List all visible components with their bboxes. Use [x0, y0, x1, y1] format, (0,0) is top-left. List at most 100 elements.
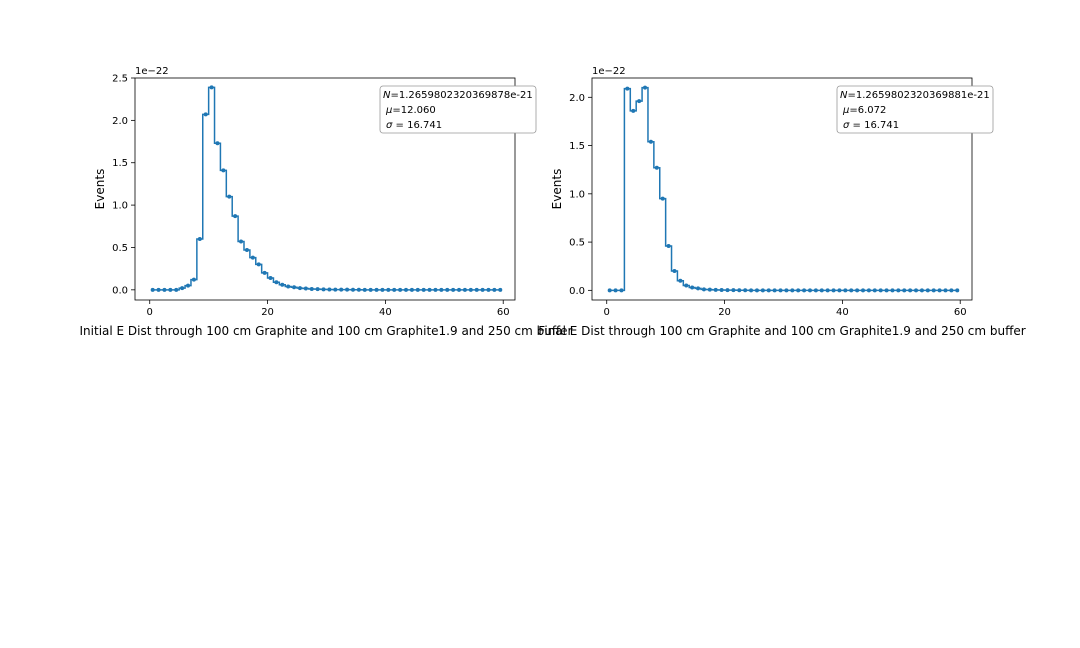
y-tick-label: 2.5	[112, 74, 128, 85]
stats-line: μ=12.060	[385, 105, 436, 116]
data-point	[421, 287, 426, 292]
data-point	[631, 108, 636, 113]
data-point	[778, 288, 783, 293]
x-axis-label: Initial E Dist through 100 cm Graphite a…	[80, 324, 573, 338]
data-point	[445, 287, 450, 292]
data-point	[374, 287, 379, 292]
data-point	[462, 287, 467, 292]
data-point	[492, 287, 497, 292]
data-point	[684, 283, 689, 288]
y-tick-label: 2.0	[112, 116, 128, 127]
y-tick-label: 1.0	[112, 201, 128, 212]
data-point	[315, 287, 320, 292]
y-axis-label: Events	[550, 169, 564, 210]
y-tick-label: 0.5	[112, 243, 128, 254]
y-offset-label: 1e−22	[135, 66, 169, 77]
data-point	[427, 287, 432, 292]
data-point	[404, 287, 409, 292]
data-point	[737, 288, 742, 293]
data-point	[908, 288, 913, 293]
data-point	[186, 283, 191, 288]
stats-line: σ = 16.741	[843, 120, 899, 131]
chart-2: 0 20 40 60 0.0 0.5 1.0 1.5 2.0 1e−22 Events Final E…	[538, 66, 1025, 338]
data-point	[690, 285, 695, 290]
data-point	[607, 288, 612, 293]
y-tick-label: 2.0	[569, 93, 585, 104]
data-point	[784, 288, 789, 293]
stats-box	[836, 85, 994, 134]
data-point	[790, 288, 795, 293]
data-point	[672, 269, 677, 274]
data-point	[937, 288, 942, 293]
data-point	[350, 287, 355, 292]
data-point	[409, 287, 414, 292]
data-point	[678, 278, 683, 283]
data-point	[180, 286, 185, 291]
data-point	[807, 288, 812, 293]
x-tick-label: 20	[718, 307, 731, 318]
stats-line: N=1.2659802320369881e-21	[840, 90, 990, 101]
data-point	[339, 287, 344, 292]
data-point	[825, 288, 830, 293]
data-point	[415, 287, 420, 292]
data-point	[931, 288, 936, 293]
data-point	[831, 288, 836, 293]
data-point	[191, 277, 196, 282]
stats-line: μ=6.072	[842, 105, 886, 116]
stats-line: σ = 16.741	[386, 120, 442, 131]
data-point	[203, 112, 208, 117]
axes-frame	[134, 77, 516, 301]
data-point	[386, 287, 391, 292]
y-tick-label: 0.5	[569, 238, 585, 249]
data-point	[274, 280, 279, 285]
data-point	[368, 287, 373, 292]
data-point	[837, 288, 842, 293]
axes-frame	[591, 77, 973, 301]
y-tick-label: 0.0	[112, 285, 128, 296]
y-tick-label: 1.0	[569, 189, 585, 200]
data-point	[303, 286, 308, 291]
data-point	[914, 288, 919, 293]
data-point	[819, 288, 824, 293]
data-point	[333, 287, 338, 292]
data-point	[896, 288, 901, 293]
data-point	[919, 288, 924, 293]
x-tick-label: 20	[261, 307, 274, 318]
data-point	[439, 287, 444, 292]
data-point	[451, 287, 456, 292]
data-point	[743, 288, 748, 293]
data-point	[498, 287, 503, 292]
data-point	[943, 288, 948, 293]
data-point	[457, 287, 462, 292]
data-point	[468, 287, 473, 292]
data-point	[772, 288, 777, 293]
data-point	[321, 287, 326, 292]
data-point	[480, 287, 485, 292]
data-point	[660, 196, 665, 201]
x-axis-label: Final E Dist through 100 cm Graphite and…	[538, 324, 1025, 338]
data-point	[713, 287, 718, 292]
data-point	[433, 287, 438, 292]
data-point	[866, 288, 871, 293]
data-point	[707, 287, 712, 292]
data-point	[749, 288, 754, 293]
series-line	[609, 86, 958, 292]
data-point	[619, 288, 624, 293]
y-tick-label: 0.0	[569, 286, 585, 297]
data-point	[949, 288, 954, 293]
data-point	[643, 85, 648, 90]
data-point	[327, 287, 332, 292]
data-point	[168, 287, 173, 292]
data-point	[666, 243, 671, 248]
data-point	[262, 270, 267, 275]
data-point	[760, 288, 765, 293]
data-point	[392, 287, 397, 292]
data-point	[802, 288, 807, 293]
data-point	[878, 288, 883, 293]
x-tick-label: 60	[497, 307, 510, 318]
data-point	[209, 85, 214, 90]
data-point	[766, 288, 771, 293]
data-point	[345, 287, 350, 292]
x-tick-label: 60	[954, 307, 967, 318]
y-offset-label: 1e−22	[592, 66, 626, 77]
